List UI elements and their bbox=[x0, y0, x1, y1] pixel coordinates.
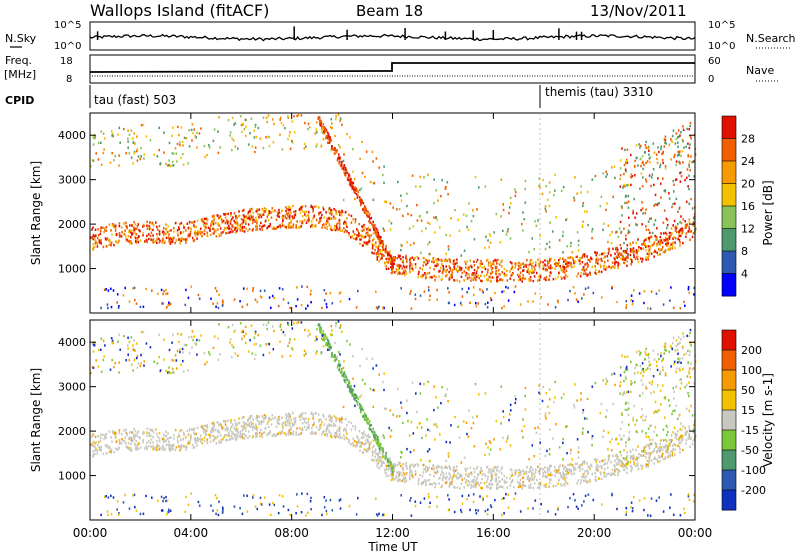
x-tick-label: 16:00 bbox=[476, 526, 511, 540]
x-tick-label: 00:00 bbox=[678, 526, 713, 540]
colorbar-swatch bbox=[722, 116, 736, 139]
freq-trace bbox=[89, 62, 695, 73]
nave-label: Nave bbox=[746, 64, 774, 77]
y-tick-label: 2000 bbox=[58, 218, 86, 231]
nave-tick-top: 60 bbox=[708, 56, 721, 67]
freq-unit: [MHz] bbox=[4, 68, 36, 81]
y-tick-label: 3000 bbox=[58, 381, 86, 394]
colorbar-tick-label: -15 bbox=[741, 424, 759, 437]
velocity-panel: Slant Range [km] 1000 2000 3000 4000 200 100… bbox=[29, 319, 775, 521]
nsearch-tick-bottom: 10^0 bbox=[708, 41, 735, 52]
colorbar-swatch bbox=[722, 350, 736, 371]
x-axis: 00:00 04:00 08:00 12:00 16:00 20:00 00:00 bbox=[73, 113, 713, 540]
x-tick-label: 20:00 bbox=[577, 526, 612, 540]
nsky-tick-bottom: 10^0 bbox=[54, 41, 81, 52]
power-colorbar: 28 24 20 16 12 8 4 bbox=[721, 115, 755, 297]
nsearch-tick-top: 10^5 bbox=[708, 20, 735, 31]
colorbar-swatch bbox=[722, 390, 736, 411]
nave-tick-bottom: 0 bbox=[708, 74, 714, 85]
velocity-colorbar-label: Velocity [m s-1] bbox=[761, 373, 775, 467]
colorbar-tick-label: 50 bbox=[741, 384, 755, 397]
colorbar-swatch bbox=[722, 410, 736, 431]
x-axis-label: Time UT bbox=[367, 540, 418, 554]
colorbar-tick-label: 20 bbox=[741, 178, 755, 191]
colorbar-swatch bbox=[722, 450, 736, 471]
velocity-colorbar: 200 100 50 15 -15 -50 -100 -200 bbox=[721, 329, 766, 511]
colorbar-swatch bbox=[722, 330, 736, 351]
colorbar-swatch bbox=[722, 251, 736, 274]
x-tick-label: 12:00 bbox=[375, 526, 410, 540]
y-tick-label: 4000 bbox=[58, 129, 86, 142]
colorbar-tick-label: -100 bbox=[741, 464, 766, 477]
freq-panel: Freq. [MHz] 18 8 60 0 Nave bbox=[4, 54, 780, 85]
nsky-label: N.Sky bbox=[5, 32, 37, 45]
freq-label: Freq. bbox=[5, 54, 32, 67]
colorbar-tick-label: 24 bbox=[741, 155, 755, 168]
colorbar-swatch bbox=[722, 273, 736, 297]
colorbar-tick-label: -200 bbox=[741, 484, 766, 497]
colorbar-tick-label: 28 bbox=[741, 133, 755, 146]
velocity-scatter bbox=[90, 320, 697, 517]
y-tick-label: 4000 bbox=[58, 336, 86, 349]
colorbar-swatch bbox=[722, 490, 736, 511]
colorbar-swatch bbox=[722, 470, 736, 491]
velocity-ylabel: Slant Range [km] bbox=[29, 368, 43, 472]
colorbar-swatch bbox=[722, 206, 736, 229]
colorbar-tick-label: 16 bbox=[741, 200, 755, 213]
cpid-mode-1: tau (fast) 503 bbox=[94, 93, 176, 107]
cpid-label: CPID bbox=[5, 94, 34, 107]
nsearch-label: N.Search bbox=[746, 32, 796, 45]
colorbar-swatch bbox=[722, 138, 736, 162]
colorbar-tick-label: -50 bbox=[741, 444, 759, 457]
y-tick-label: 1000 bbox=[58, 263, 86, 276]
cpid-mode-2: themis (tau) 3310 bbox=[545, 85, 653, 99]
nsky-trace bbox=[89, 33, 696, 42]
y-tick-label: 3000 bbox=[58, 174, 86, 187]
colorbar-tick-label: 100 bbox=[741, 364, 762, 377]
nsky-tick-top: 10^5 bbox=[54, 20, 81, 31]
colorbar-swatch bbox=[722, 430, 736, 451]
freq-tick-bottom: 8 bbox=[66, 74, 72, 85]
station-title: Wallops Island (fitACF) bbox=[90, 1, 269, 20]
x-tick-label: 00:00 bbox=[73, 526, 108, 540]
power-colorbar-label: Power [dB] bbox=[761, 180, 775, 245]
colorbar-tick-label: 200 bbox=[741, 344, 762, 357]
power-scatter bbox=[90, 113, 697, 310]
freq-tick-top: 18 bbox=[60, 56, 73, 67]
cpid-panel: CPID tau (fast) 503 themis (tau) 3310 bbox=[5, 85, 653, 108]
y-tick-label: 1000 bbox=[58, 470, 86, 483]
y-tick-label: 2000 bbox=[58, 425, 86, 438]
nsky-panel: N.Sky 10^5 10^0 10^5 10^0 N.Search bbox=[5, 20, 796, 52]
nsky-spikes bbox=[96, 26, 583, 40]
colorbar-tick-label: 12 bbox=[741, 223, 755, 236]
power-ylabel: Slant Range [km] bbox=[29, 161, 43, 265]
colorbar-swatch bbox=[722, 228, 736, 252]
x-tick-label: 08:00 bbox=[274, 526, 309, 540]
colorbar-swatch bbox=[722, 183, 736, 207]
beam-label: Beam 18 bbox=[356, 2, 423, 20]
colorbar-tick-label: 4 bbox=[741, 268, 748, 281]
x-tick-label: 04:00 bbox=[174, 526, 209, 540]
colorbar-swatch bbox=[722, 161, 736, 184]
colorbar-swatch bbox=[722, 370, 736, 391]
colorbar-tick-label: 8 bbox=[741, 245, 748, 258]
colorbar-tick-label: 15 bbox=[741, 404, 755, 417]
date-label: 13/Nov/2011 bbox=[590, 2, 687, 20]
power-panel: Slant Range [km] 1000 2000 3000 4000 28 24 20… bbox=[29, 112, 775, 314]
